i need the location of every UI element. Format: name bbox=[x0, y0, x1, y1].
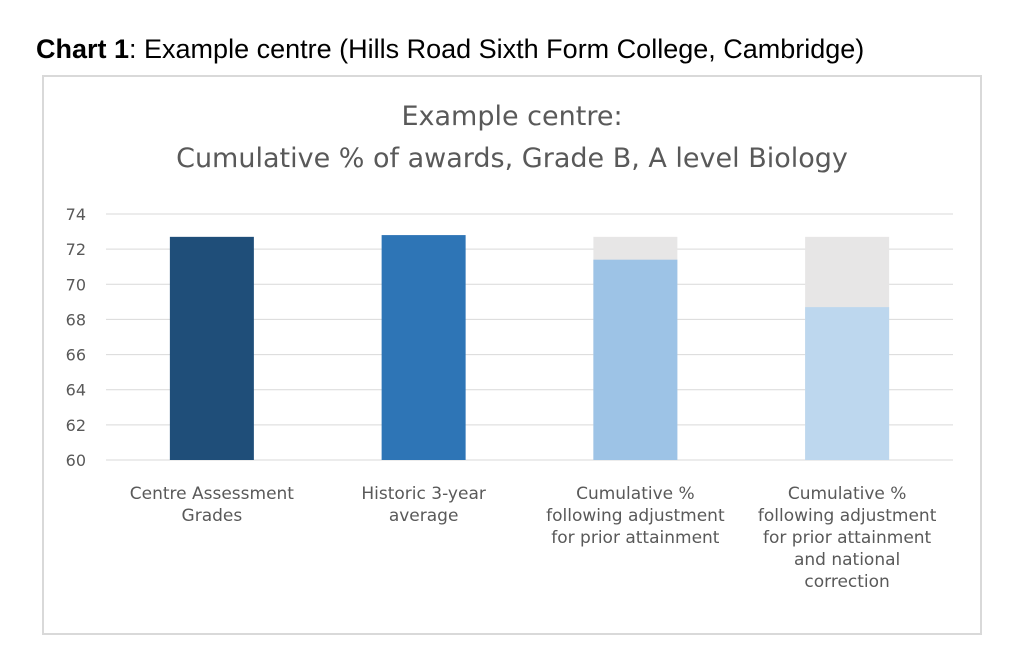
y-tick-label: 66 bbox=[66, 346, 86, 365]
x-category-label: Cumulative % bbox=[788, 484, 907, 504]
y-tick-label: 64 bbox=[66, 381, 86, 400]
y-tick-label: 72 bbox=[66, 240, 86, 259]
bar bbox=[593, 259, 678, 460]
y-tick-label: 70 bbox=[66, 275, 86, 294]
x-category-label: and national bbox=[794, 550, 900, 570]
bar bbox=[381, 235, 466, 460]
x-category-label: Centre Assessment bbox=[130, 484, 295, 504]
bar bbox=[805, 307, 890, 460]
chart-heading-text: : Example centre (Hills Road Sixth Form … bbox=[129, 34, 865, 64]
chart-heading-label: Chart 1 bbox=[36, 34, 130, 64]
x-category-label: Historic 3-year bbox=[361, 484, 485, 504]
x-category-label: correction bbox=[804, 572, 889, 592]
chart-title-line: Example centre: bbox=[401, 101, 622, 132]
y-tick-label: 62 bbox=[66, 416, 86, 435]
x-category-label: for prior attainment bbox=[763, 528, 932, 548]
x-category-label: following adjustment bbox=[546, 506, 725, 526]
x-category-label: Cumulative % bbox=[576, 484, 695, 504]
x-category-label: Grades bbox=[182, 506, 243, 526]
x-category-label: average bbox=[389, 506, 459, 526]
chart-heading: Chart 1: Example centre (Hills Road Sixt… bbox=[36, 34, 864, 65]
y-tick-label: 74 bbox=[66, 205, 86, 224]
bar bbox=[169, 236, 254, 460]
y-tick-label: 60 bbox=[66, 451, 86, 470]
y-tick-label: 68 bbox=[66, 310, 86, 329]
x-category-label: for prior attainment bbox=[551, 528, 720, 548]
x-category-label: following adjustment bbox=[758, 506, 937, 526]
chart-title-line: Cumulative % of awards, Grade B, A level… bbox=[176, 143, 848, 174]
